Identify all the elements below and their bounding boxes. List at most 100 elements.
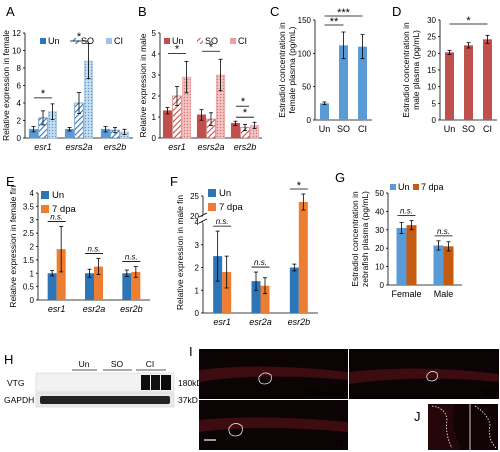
- F-category-label: esr2a: [249, 317, 272, 327]
- B-ytick-label: 0: [152, 134, 157, 143]
- E-ytick-label: 2.5: [23, 229, 35, 238]
- E-bar-esr2b-7dpa: [131, 271, 141, 300]
- E-category-label: esr2b: [120, 304, 143, 314]
- E-ytick-label: 1.5: [23, 256, 35, 265]
- D-ylabel-line-1: male plasma (pg/mL): [411, 30, 421, 110]
- E-ns-label-0: n.s.: [50, 212, 63, 221]
- F-bar-esr2a-Un: [251, 281, 261, 313]
- F-category-label: esr2b: [288, 317, 311, 327]
- G-ns-label-0: n.s.: [400, 207, 413, 216]
- C-bar-SO: [339, 45, 348, 121]
- E-category-label: esr2a: [83, 304, 106, 314]
- B-ytick-label: 4: [152, 50, 157, 59]
- E-ylabel: Relative expression in female fin: [8, 185, 18, 308]
- B-ytick-label: 5: [152, 29, 157, 38]
- B-sig-star-0: *: [175, 43, 180, 55]
- E-ytick-label: 3: [30, 216, 35, 225]
- B-legend-swatch-1: [197, 38, 203, 44]
- C-category-label: SO: [337, 124, 350, 134]
- chart-a: 0 2 4 6 8 10 12 esr1 esrs2a ers2b Relative express…: [1, 29, 133, 152]
- G-ns-label-1: n.s.: [437, 227, 450, 236]
- E-bar-esr2b-Un: [122, 273, 132, 300]
- E-ns-label-1: n.s.: [88, 245, 101, 254]
- tissue-outline-so: [426, 371, 438, 382]
- blot-band-gapdh: [40, 396, 170, 404]
- E-legend-label-1: 7 dpa: [52, 204, 76, 215]
- B-ytick-label: 1: [152, 113, 157, 122]
- tissue-outline-ci: [228, 423, 243, 437]
- B-ytick-label: 3: [152, 71, 157, 80]
- C-bar-CI: [358, 46, 367, 120]
- D-sig-star-0: *: [466, 15, 471, 27]
- panel-label-h: H: [4, 352, 13, 367]
- A-ytick-label: 6: [17, 82, 22, 91]
- B-category-label: esrs2a: [197, 142, 224, 152]
- C-sig-star-1: ***: [337, 7, 351, 19]
- dotted-outline-j-2: [474, 405, 497, 449]
- D-ytick-label: 15: [427, 66, 436, 75]
- B-legend-label-2: CI: [238, 36, 247, 46]
- D-bar-SO: [464, 45, 473, 121]
- G-ylabel-line-0: Estradiol concentration in: [350, 191, 360, 287]
- A-ytick-label: 12: [12, 29, 21, 38]
- chart-d: 0 5 10 15 20 25 30 Un SO CI Estradiol concentratio…: [401, 15, 497, 134]
- B-legend-label-0: Un: [172, 36, 184, 46]
- D-ytick-label: 5: [432, 99, 437, 108]
- G-bar-Male-Un: [433, 245, 444, 285]
- F-legend-swatch-1: [208, 203, 216, 211]
- A-legend-label-0: Un: [48, 36, 60, 46]
- F-legend-label-1: 7 dpa: [219, 202, 243, 213]
- D-ytick-label: 25: [427, 33, 436, 42]
- E-ns-label-2: n.s.: [125, 253, 138, 262]
- blot-size-gapdh: 37kD: [178, 395, 198, 405]
- E-ytick-label: 0: [30, 296, 35, 305]
- A-legend-swatch-2: [106, 38, 112, 44]
- F-annot-label-1: n.s.: [254, 258, 267, 267]
- A-ylabel: Relative expression in female: [1, 30, 11, 141]
- D-category-label: CI: [483, 124, 492, 134]
- A-legend-swatch-0: [40, 38, 46, 44]
- C-ytick-label: 50: [302, 83, 311, 92]
- histology-images: Untreated SO CI: [199, 349, 499, 450]
- F-ytick-label: 2: [195, 264, 200, 273]
- blot-band-vtg-1: [141, 375, 150, 390]
- B-sig-star-3: *: [241, 96, 246, 108]
- B-legend-swatch-0: [164, 38, 170, 44]
- F-axis-break-mark-1: [198, 218, 208, 224]
- A-category-label: esrs2a: [65, 142, 92, 152]
- B-sig-star-2: *: [243, 107, 248, 119]
- A-legend-label-2: CI: [114, 36, 123, 46]
- G-ytick-label: 0: [380, 281, 385, 290]
- F-ytick-label: 1: [195, 286, 200, 295]
- E-ytick-label: 4: [30, 189, 35, 198]
- chart-g: 0 10 20 30 40 50 Female Male Estradiol concentra…: [350, 182, 462, 299]
- chart-e: 0 0.5 1 1.5 2 2.5 3 3.5 4 esr1 esr2a esr2b Relative …: [8, 185, 150, 314]
- F-annot-label-2: *: [297, 180, 302, 192]
- D-ytick-label: 20: [427, 49, 436, 58]
- F-ytick-label: 0: [195, 309, 200, 318]
- G-category-label: Female: [391, 289, 421, 299]
- D-ytick-label: 30: [427, 16, 436, 25]
- G-ytick-label: 10: [375, 263, 384, 272]
- E-ytick-label: 0.5: [23, 283, 35, 292]
- panel-label-a: A: [6, 4, 15, 19]
- E-bar-esr2a-Un: [85, 273, 94, 300]
- G-legend-swatch-1: [413, 184, 419, 190]
- E-bar-esr2a-7dpa: [94, 266, 103, 300]
- D-bar-CI: [483, 39, 492, 121]
- blot-membrane-vtg: [35, 372, 175, 393]
- blot-row-label-gapdh: GAPDH: [4, 395, 34, 405]
- G-bar-Female-Un: [396, 227, 407, 285]
- F-ytick-label: 3: [195, 241, 200, 250]
- panel-label-g: G: [335, 170, 345, 185]
- panel-label-b: B: [138, 4, 147, 19]
- F-ytick-label: 4: [195, 218, 200, 227]
- blot-size-vtg: 180kD: [178, 378, 203, 388]
- histology-label-ci: CI: [335, 439, 343, 448]
- F-ytick-label: 20: [190, 212, 199, 221]
- histology-label-untreated: Untreated: [306, 389, 343, 398]
- D-ylabel-line-0: Estradiol concentration in: [401, 22, 411, 118]
- F-bar-esr2a-7dpa: [260, 285, 270, 313]
- C-ylabel-line-1: female plasma (pg/mL): [287, 26, 297, 113]
- G-ytick-label: 30: [375, 226, 384, 235]
